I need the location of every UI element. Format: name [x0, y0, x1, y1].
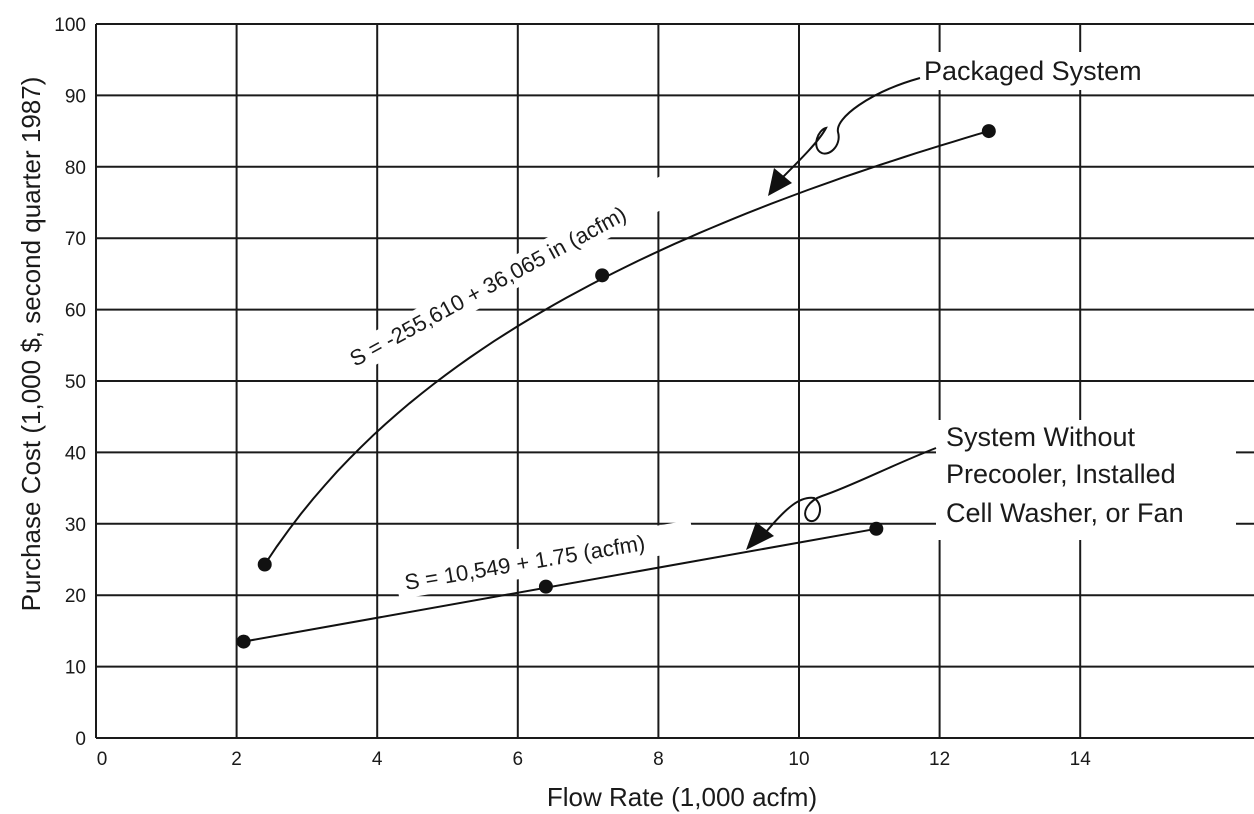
- x-tick-label: 4: [372, 749, 383, 770]
- annotation-packaged-system: Packaged System: [924, 56, 1142, 86]
- x-tick-label: 12: [929, 749, 950, 770]
- y-axis-title: Purchase Cost (1,000 $, second quarter 1…: [16, 77, 46, 612]
- tick-labels: 0 2 4 6 8 10 12 14 0 10 20 30 40 50 60 70 80 90 100: [54, 15, 1091, 770]
- annotation-without-line1: System Without: [946, 422, 1136, 452]
- y-tick-label: 90: [65, 86, 86, 107]
- y-tick-label: 10: [65, 658, 86, 679]
- equation-label-packaged: S = -255,610 + 36,065 in (acfm): [335, 175, 676, 379]
- y-tick-label: 30: [65, 515, 86, 536]
- y-tick-label: 0: [75, 729, 86, 750]
- y-tick-label: 20: [65, 586, 86, 607]
- y-tick-label: 70: [65, 229, 86, 250]
- x-tick-label: 8: [653, 749, 664, 770]
- x-tick-label: 14: [1070, 749, 1092, 770]
- annotation-without-line2: Precooler, Installed: [946, 459, 1176, 489]
- y-tick-label: 80: [65, 158, 86, 179]
- x-tick-label: 2: [231, 749, 242, 770]
- equation-mask-packaged: [335, 175, 676, 379]
- equation-mask-without: [394, 520, 696, 600]
- y-tick-label: 100: [54, 15, 86, 36]
- data-point: [236, 634, 251, 649]
- x-tick-label: 0: [97, 749, 108, 770]
- arrowhead-without: [746, 522, 774, 550]
- series-line-1: [243, 527, 877, 643]
- annotation-without-line3: Cell Washer, or Fan: [946, 498, 1184, 528]
- y-tick-label: 60: [65, 301, 86, 322]
- x-axis-title: Flow Rate (1,000 acfm): [547, 782, 817, 812]
- annotation-mask-packaged: [914, 52, 1182, 90]
- series-line-0: [263, 130, 990, 566]
- data-points: [236, 124, 996, 649]
- series-curves: [243, 130, 990, 643]
- y-tick-label: 40: [65, 443, 86, 464]
- annotation-mask-without: [936, 420, 1236, 540]
- data-point: [257, 557, 272, 572]
- x-tick-label: 10: [788, 749, 809, 770]
- data-point: [981, 124, 996, 139]
- arrowhead-packaged: [768, 168, 792, 196]
- data-point: [869, 521, 884, 536]
- data-point: [538, 579, 553, 594]
- y-tick-label: 50: [65, 372, 86, 393]
- leader-line-packaged: [781, 77, 921, 179]
- data-point: [595, 268, 610, 283]
- leader-line-without: [765, 447, 937, 533]
- x-tick-label: 6: [513, 749, 524, 770]
- grid: [95, 23, 1254, 739]
